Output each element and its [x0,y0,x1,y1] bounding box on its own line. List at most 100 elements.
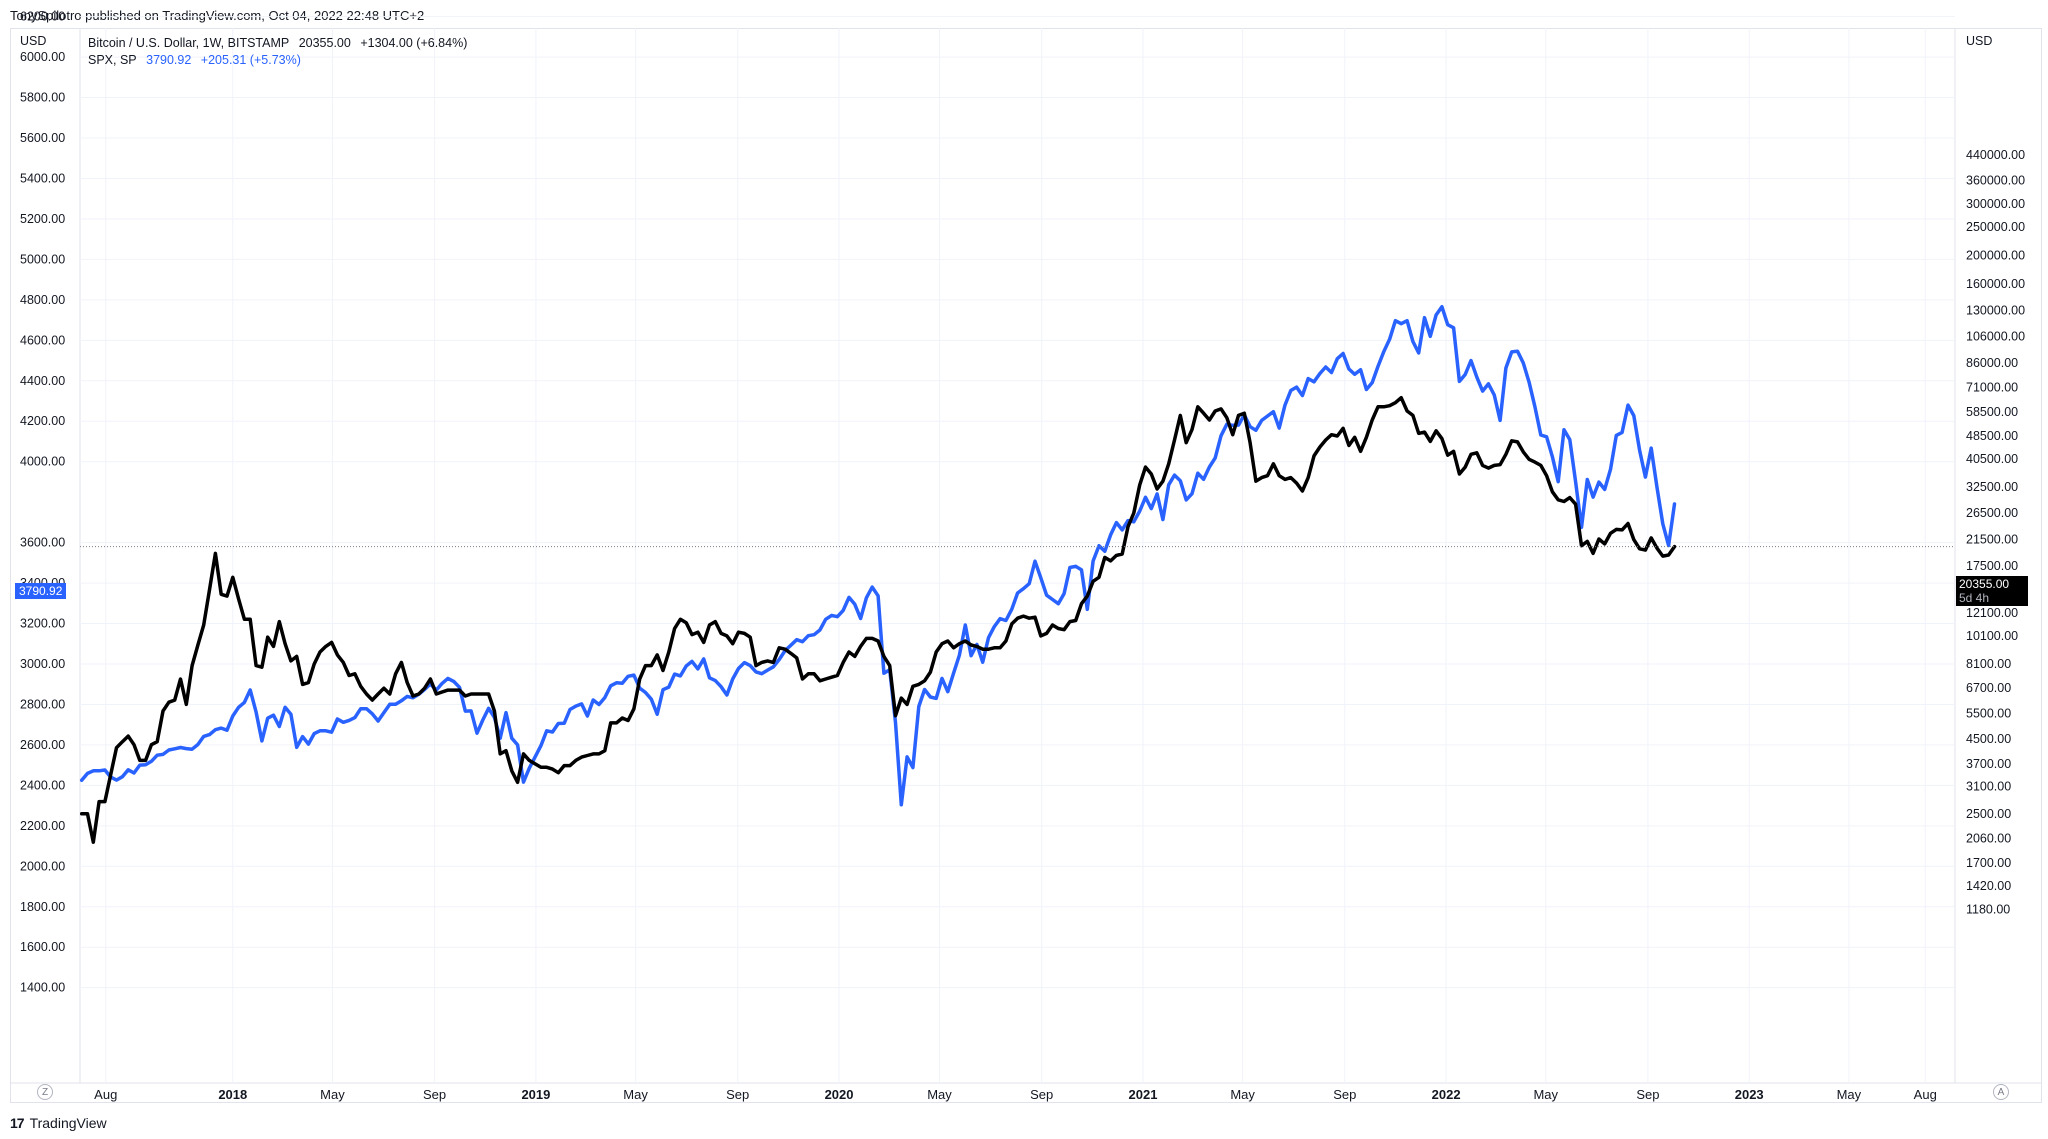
left-axis-tick-label: 6200.00 [20,10,65,24]
grid [10,16,2042,1084]
right-axis-unit: USD [1966,34,1992,48]
right-axis-tick-label: 200000.00 [1966,248,2025,262]
time-axis-label: 2018 [218,1087,247,1102]
left-axis-unit: USD [20,34,46,48]
right-axis-tick-label: 4500.00 [1966,732,2011,746]
time-axis-label: Sep [726,1087,749,1102]
left-axis-tick-label: 4600.00 [20,333,65,347]
left-price-axis[interactable]: USD6400.006200.006000.005800.005600.0054… [20,0,65,995]
left-axis-tick-label: 2400.00 [20,778,65,792]
btc-legend-value: 20355.00 [298,36,351,50]
left-axis-tick-label: 5400.00 [20,171,65,185]
right-axis-tick-label: 5500.00 [1966,706,2011,720]
btc-price-tag-value: 20355.00 [1959,577,2010,591]
right-axis-tick-label: 130000.00 [1966,303,2025,317]
time-axis-label: Sep [423,1087,446,1102]
right-axis-tick-label: 3700.00 [1966,757,2011,771]
right-axis-tick-label: 71000.00 [1966,380,2018,394]
time-axis-label: Sep [1636,1087,1659,1102]
left-axis-tick-label: 5800.00 [20,91,65,105]
time-axis-label: May [1230,1087,1255,1102]
right-axis-tick-label: 300000.00 [1966,197,2025,211]
right-axis-tick-label: 106000.00 [1966,329,2025,343]
right-axis-tick-label: 17500.00 [1966,559,2018,573]
btc-legend-symbol: Bitcoin / U.S. Dollar, 1W, BITSTAMP [88,36,290,50]
time-axis-label: Aug [94,1087,117,1102]
left-axis-tick-label: 2200.00 [20,819,65,833]
left-axis-tick-label: 3000.00 [20,657,65,671]
right-axis-tick-label: 1700.00 [1966,856,2011,870]
right-axis-tick-label: 86000.00 [1966,356,2018,370]
time-axis-label: Aug [1914,1087,1937,1102]
right-axis-tick-label: 3100.00 [1966,779,2011,793]
time-axis-label: 2022 [1432,1087,1461,1102]
btc-legend-change: +1304.00 (+6.84%) [360,36,468,50]
spx-legend[interactable]: SPX, SP 3790.92 +205.31 (+5.73%) [88,53,307,67]
left-axis-tick-label: 4200.00 [20,414,65,428]
left-axis-tick-label: 5200.00 [20,212,65,226]
left-axis-tick-label: 6000.00 [20,50,65,64]
btc-legend[interactable]: Bitcoin / U.S. Dollar, 1W, BITSTAMP 2035… [88,36,473,50]
right-axis-tick-label: 360000.00 [1966,174,2025,188]
right-axis-tick-label: 6700.00 [1966,681,2011,695]
left-axis-tick-label: 5000.00 [20,252,65,266]
left-axis-tick-label: 1800.00 [20,900,65,914]
time-axis-label: May [320,1087,345,1102]
time-axis-label: May [927,1087,952,1102]
bar-countdown: 5d 4h [1959,591,1990,605]
time-axis-label: 2021 [1129,1087,1158,1102]
spx-price-tag: 3790.92 [15,583,67,599]
right-axis-tick-label: 1180.00 [1966,902,2010,916]
publish-line: TonySpilotro published on TradingView.co… [10,8,425,23]
time-axis-label: May [623,1087,648,1102]
left-axis-tick-label: 5600.00 [20,131,65,145]
left-axis-tick-label: 4400.00 [20,374,65,388]
right-axis-tick-label: 250000.00 [1966,220,2025,234]
right-axis-tick-label: 40500.00 [1966,452,2018,466]
btc-line [79,395,1677,844]
left-axis-tick-label: 1400.00 [20,981,65,995]
right-axis-tick-label: 440000.00 [1966,148,2025,162]
right-axis-tick-label: 160000.00 [1966,277,2025,291]
right-axis-tick-label: 58500.00 [1966,405,2018,419]
left-axis-tick-label: 2600.00 [20,738,65,752]
right-axis-tick-label: 32500.00 [1966,480,2018,494]
right-axis-tick-label: 48500.00 [1966,429,2018,443]
time-axis-label: 2019 [521,1087,550,1102]
time-axis-label: May [1837,1087,1862,1102]
right-price-axis[interactable]: USD 440000.00 360000.00 300000.00 250000.00 2… [1966,34,2025,916]
left-axis-tick-label: 1600.00 [20,940,65,954]
time-axis-label: May [1533,1087,1558,1102]
series-layer [79,304,1677,844]
time-axis-label: 2023 [1735,1087,1764,1102]
btc-price-tag: 20355.00 5d 4h [1956,576,2028,606]
tradingview-logo[interactable]: 17 TradingView [10,1115,107,1131]
right-axis-tick-label: 10100.00 [1966,629,2018,643]
right-axis-tick-label: 2060.00 [1966,831,2011,845]
left-axis-tick-label: 3600.00 [20,536,65,550]
right-axis-tick-label: 12100.00 [1966,606,2018,620]
right-scale-button[interactable]: A [1993,1084,2009,1100]
spx-legend-value: 3790.92 [146,53,192,67]
tradingview-logo-icon: 17 [10,1115,25,1131]
tradingview-brand: TradingView [29,1115,107,1131]
spx-legend-symbol: SPX, SP [88,53,137,67]
right-axis-tick-label: 26500.00 [1966,506,2018,520]
left-axis-tick-label: 2000.00 [20,859,65,873]
right-axis-tick-label: 21500.00 [1966,533,2018,547]
right-axis-tick-label: 1420.00 [1966,879,2011,893]
time-axis-label: Sep [1030,1087,1053,1102]
left-axis-tick-label: 4000.00 [20,455,65,469]
chart-frame[interactable] [10,28,2042,1103]
left-scale-button[interactable]: Z [37,1084,53,1100]
right-axis-tick-label: 2500.00 [1966,807,2011,821]
spx-legend-change: +205.31 (+5.73%) [200,53,301,67]
spx-line [79,304,1677,807]
time-axis[interactable]: Aug 2018 May Sep 2019 May Sep 2020 May Sep 2021 May… [94,1087,1937,1102]
left-axis-tick-label: 2800.00 [20,697,65,711]
right-axis-tick-label: 8100.00 [1966,657,2011,671]
left-axis-tick-label: 3200.00 [20,617,65,631]
time-axis-label: 2020 [825,1087,854,1102]
time-axis-label: Sep [1333,1087,1356,1102]
